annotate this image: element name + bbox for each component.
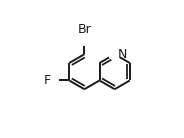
Circle shape — [109, 49, 120, 60]
Circle shape — [77, 31, 91, 45]
Text: N: N — [118, 48, 127, 61]
Circle shape — [48, 75, 58, 86]
Text: F: F — [44, 74, 51, 87]
Text: Br: Br — [77, 23, 91, 36]
